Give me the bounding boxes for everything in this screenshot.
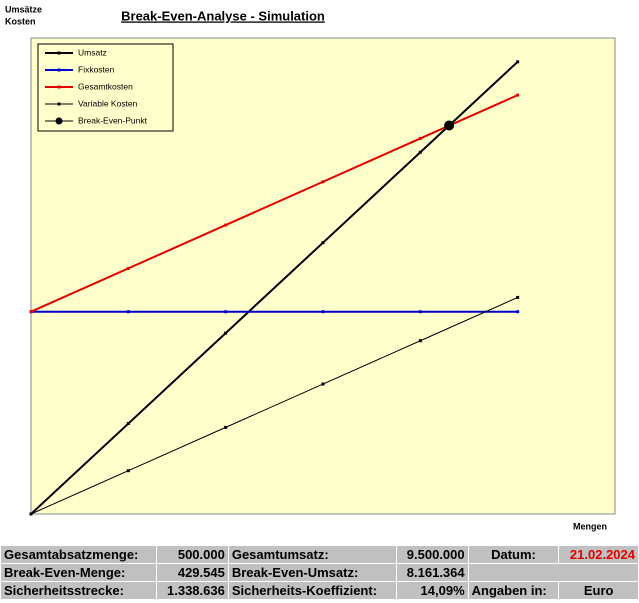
marker [516,60,520,64]
label: Gesamtumsatz: [227,545,397,564]
value: 1.338.636 [156,581,229,600]
marker [126,310,130,314]
value: 9.500.000 [395,545,469,564]
value: 500.000 [156,545,229,564]
label: Break-Even-Umsatz: [227,563,397,582]
legend-label: Fixkosten [78,64,115,74]
value: 8.161.364 [395,563,469,582]
marker [224,223,228,227]
label: Sicherheits-Koeffizient: [227,581,397,600]
marker [224,331,228,335]
series-line [30,61,519,515]
marker [321,241,325,245]
marker [126,266,130,270]
marker [418,150,422,154]
legend-marker [55,117,63,125]
legend-label: Umsatz [78,47,107,57]
legend-label: Variable Kosten [78,98,138,108]
legend-marker [57,102,61,106]
value: 14,09% [395,581,469,600]
marker [418,136,422,140]
y-axis-label: Umsätze [5,4,42,14]
y-axis-label: Kosten [5,16,36,26]
series-line [30,296,518,515]
marker [516,295,520,299]
marker [418,339,422,343]
marker [126,422,130,426]
date: 21.02.2024 [558,545,639,564]
legend-marker [57,68,61,72]
x-axis-label: Mengen [573,521,607,531]
summary-table: Gesamtabsatzmenge: 500.000 Gesamtumsatz:… [0,545,639,600]
chart-title: Break-Even-Analyse - Simulation [121,8,325,23]
chart: Break-Even-Analyse - Simulation Umsätze … [5,4,616,531]
empty-cell [467,563,639,582]
label: Break-Even-Menge: [0,563,158,582]
legend-marker [57,51,61,55]
label: Datum: [467,545,560,564]
label: Gesamtabsatzmenge: [0,545,158,564]
marker [321,180,325,184]
marker [29,512,33,516]
marker [29,310,33,314]
marker [321,310,325,314]
marker [224,310,228,314]
marker [516,310,520,314]
series-line [30,94,519,313]
marker [126,469,130,473]
value: 429.545 [156,563,229,582]
marker [418,310,422,314]
label: Sicherheitsstrecke: [0,581,158,600]
break-even-point [444,120,455,131]
marker [321,382,325,386]
legend-label: Break-Even-Punkt [78,115,148,125]
marker [224,425,228,429]
legend-label: Gesamtkosten [78,81,133,91]
label: Angaben in: [467,581,560,600]
marker [516,93,520,97]
legend-marker [57,85,61,89]
value: Euro [558,581,639,600]
